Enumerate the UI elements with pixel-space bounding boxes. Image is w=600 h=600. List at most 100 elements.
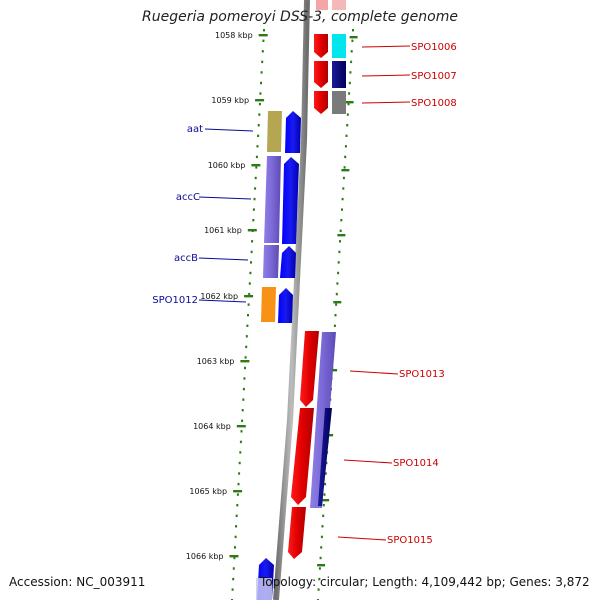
cog-aat-olive (267, 111, 282, 152)
ring-dot (325, 461, 328, 465)
ring-dot (318, 567, 321, 570)
ring-tick (329, 369, 338, 372)
cog-spo1006-cyan (332, 34, 346, 58)
gene-label-spo1007[interactable]: SPO1007 (411, 71, 457, 82)
ring-dot (244, 356, 247, 359)
ring-dot (346, 124, 349, 127)
ring-dot (337, 271, 340, 275)
gene-label-accc[interactable]: accC (176, 192, 200, 203)
cog-spo1008-gray (332, 91, 346, 114)
scale-tick-label: 1066 kbp (186, 552, 224, 561)
leader-spo1008 (361, 101, 411, 104)
ring-dot (257, 134, 260, 137)
ring-dot (258, 102, 261, 106)
ring-dot (352, 29, 354, 32)
ring-dot (322, 504, 325, 507)
ring-dot (248, 282, 251, 285)
scale-tick-label: 1060 kbp (208, 161, 246, 170)
ring-dot (234, 546, 236, 549)
ring-dot (241, 409, 244, 412)
ring-dot (345, 134, 348, 137)
scale-tick-mark (244, 295, 254, 298)
ring-dot (341, 197, 344, 201)
cog-spo1012-orange (261, 287, 276, 322)
ring-dot (236, 493, 239, 496)
ring-tick (341, 169, 350, 172)
map-title: Ruegeria pomeroyi DSS-3, complete genome (142, 9, 458, 25)
ring-dot (237, 482, 240, 486)
ring-tick (337, 234, 346, 237)
gene-label-aat[interactable]: aat (187, 124, 203, 135)
ring-dot (319, 556, 322, 560)
feature-top-pink-2 (332, 0, 346, 10)
scale-tick-mark (229, 555, 239, 558)
ring-dot (349, 71, 352, 74)
scale-tick-label: 1061 kbp (204, 226, 242, 235)
ring-dot (232, 577, 235, 581)
ring-dot (245, 345, 248, 349)
scale-tick-label: 1062 kbp (200, 292, 238, 301)
ring-dot (320, 535, 323, 539)
leader-spo1013 (349, 370, 399, 375)
ring-dot (256, 145, 259, 148)
ring-dot (250, 261, 252, 264)
leader-accc (198, 196, 252, 200)
ring-dot (324, 482, 327, 486)
ring-dot (236, 504, 239, 507)
gene-label-spo1008[interactable]: SPO1008 (411, 98, 457, 109)
ring-dot (348, 81, 351, 85)
ring-dot (348, 92, 351, 95)
ring-dot (338, 250, 341, 254)
ring-dot (246, 324, 249, 327)
ring-dot (234, 535, 237, 539)
cds-spo1006-reverse (314, 34, 328, 58)
scale-tick-mark (247, 229, 257, 232)
cds-accb-forward (280, 246, 296, 278)
scale-tick-label: 1059 kbp (211, 96, 249, 105)
gene-label-spo1015[interactable]: SPO1015 (387, 535, 433, 546)
ring-dot (350, 60, 353, 64)
ring-dot (247, 314, 249, 317)
ring-dot (255, 155, 258, 159)
ring-dot (254, 187, 257, 190)
ring-dot (231, 588, 234, 591)
ring-dot (336, 282, 339, 285)
leader-spo1014 (343, 459, 393, 464)
gene-label-spo1014[interactable]: SPO1014 (393, 458, 439, 469)
ring-dot (335, 292, 338, 296)
ring-dot (335, 303, 338, 306)
scale-tick-mark (233, 490, 243, 493)
ring-dot (340, 219, 343, 222)
ring-dot (244, 366, 246, 370)
cog-accc-purple (264, 156, 281, 243)
gene-label-accb[interactable]: accB (174, 253, 198, 264)
ring-dot (253, 197, 256, 201)
ring-dot (247, 303, 250, 306)
ring-dot (342, 187, 345, 190)
leader-spo1012 (198, 299, 247, 303)
gene-label-spo1012[interactable]: SPO1012 (152, 295, 198, 306)
cds-aat-forward (285, 111, 301, 153)
ring-tick (321, 499, 330, 502)
cds-spo1013-reverse (300, 331, 319, 407)
cds-spo1014-reverse (291, 408, 314, 505)
ring-dot (260, 81, 262, 85)
ring-dot (235, 525, 238, 528)
scale-tick-mark (255, 99, 265, 102)
cds-spo1008-reverse (314, 91, 328, 114)
gene-label-spo1013[interactable]: SPO1013 (399, 369, 445, 380)
cog-spo1014-navy (318, 408, 332, 506)
ring-dot (263, 29, 265, 32)
scale-tick-mark (258, 34, 268, 37)
cog-spo1007-navy (332, 61, 346, 88)
feature-top-pink (316, 0, 328, 10)
scale-ticks: 1058 kbp 1059 kbp 1060 kbp 1061 kbp 1062 kbp… (186, 31, 268, 561)
ring-dot (255, 166, 258, 169)
ring-dot (317, 588, 320, 591)
ring-dot (261, 60, 264, 64)
leader-aat (204, 128, 254, 132)
gene-label-spo1006[interactable]: SPO1006 (411, 42, 457, 53)
ring-dot (334, 314, 337, 317)
ring-dot (320, 546, 323, 549)
